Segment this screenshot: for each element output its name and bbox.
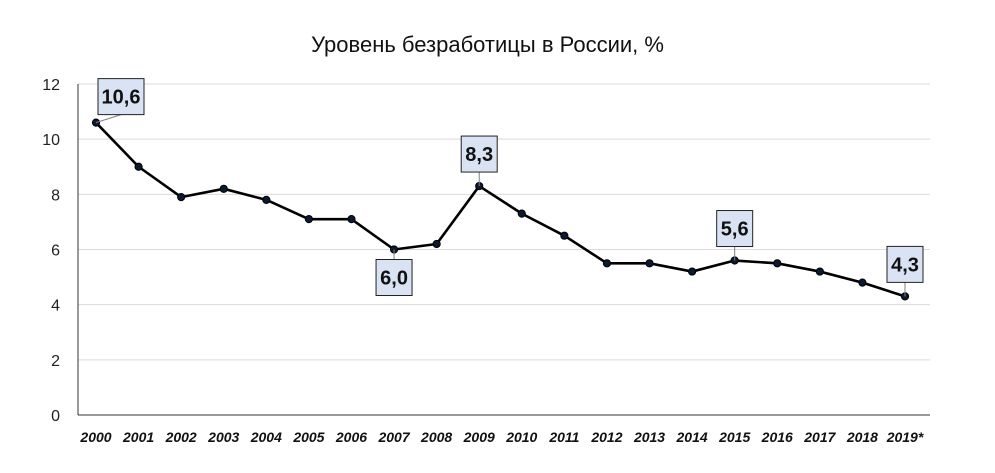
series-line [95, 121, 906, 298]
data-label: 5,6 [721, 219, 749, 241]
y-tick-label: 2 [51, 353, 60, 370]
data-label-box [886, 245, 924, 283]
data-point [773, 259, 782, 268]
x-tick-label: 2006 [335, 429, 367, 445]
x-tick-label: 2017 [803, 429, 836, 445]
x-tick-label: 2003 [207, 429, 239, 445]
data-point [815, 267, 824, 276]
x-tick-label: 2019* [886, 429, 924, 445]
x-tick-label: 2005 [292, 429, 324, 445]
data-point [177, 192, 186, 202]
data-point [432, 239, 441, 249]
x-tick-label: 2011 [548, 429, 579, 445]
x-tick-label: 2013 [633, 429, 665, 445]
y-tick-label: 8 [51, 187, 60, 204]
callout-leader [95, 114, 122, 124]
x-tick-label: 2009 [463, 429, 495, 445]
x-tick-label: 2018 [846, 429, 878, 445]
x-tick-label: 2010 [505, 429, 537, 445]
data-label-box [716, 210, 754, 248]
data-label-box [460, 135, 498, 173]
y-tick-label: 4 [51, 298, 60, 315]
data-label: 10,6 [102, 87, 141, 109]
data-point [134, 162, 143, 171]
x-tick-label: 2001 [122, 429, 154, 445]
data-point [645, 259, 654, 268]
x-tick-label: 2016 [761, 429, 793, 445]
data-point [347, 215, 356, 224]
chart-title: Уровень безработицы в России, % [311, 32, 664, 57]
data-label: 4,3 [891, 254, 919, 276]
y-tick-label: 0 [51, 408, 60, 425]
y-tick-label: 10 [42, 132, 60, 149]
x-tick-label: 2015 [718, 429, 750, 445]
data-label-box [97, 78, 145, 116]
x-tick-label: 2007 [377, 429, 410, 445]
data-label-box [375, 259, 413, 296]
data-point [560, 231, 569, 240]
data-point [858, 278, 867, 287]
x-tick-label: 2004 [250, 429, 282, 445]
y-tick-label: 6 [51, 243, 60, 260]
x-tick-label: 2008 [420, 429, 452, 445]
data-label: 6,0 [380, 268, 408, 290]
y-tick-label: 12 [42, 77, 60, 94]
x-tick-label: 2000 [79, 429, 111, 445]
data-point [602, 259, 612, 268]
data-point [517, 209, 526, 218]
data-point [219, 184, 228, 193]
data-point [304, 215, 313, 224]
x-tick-label: 2002 [165, 429, 197, 445]
data-point [262, 195, 271, 204]
data-label: 8,3 [465, 144, 493, 166]
x-tick-label: 2014 [676, 429, 708, 445]
x-tick-label: 2012 [590, 429, 622, 445]
data-point [688, 267, 697, 276]
